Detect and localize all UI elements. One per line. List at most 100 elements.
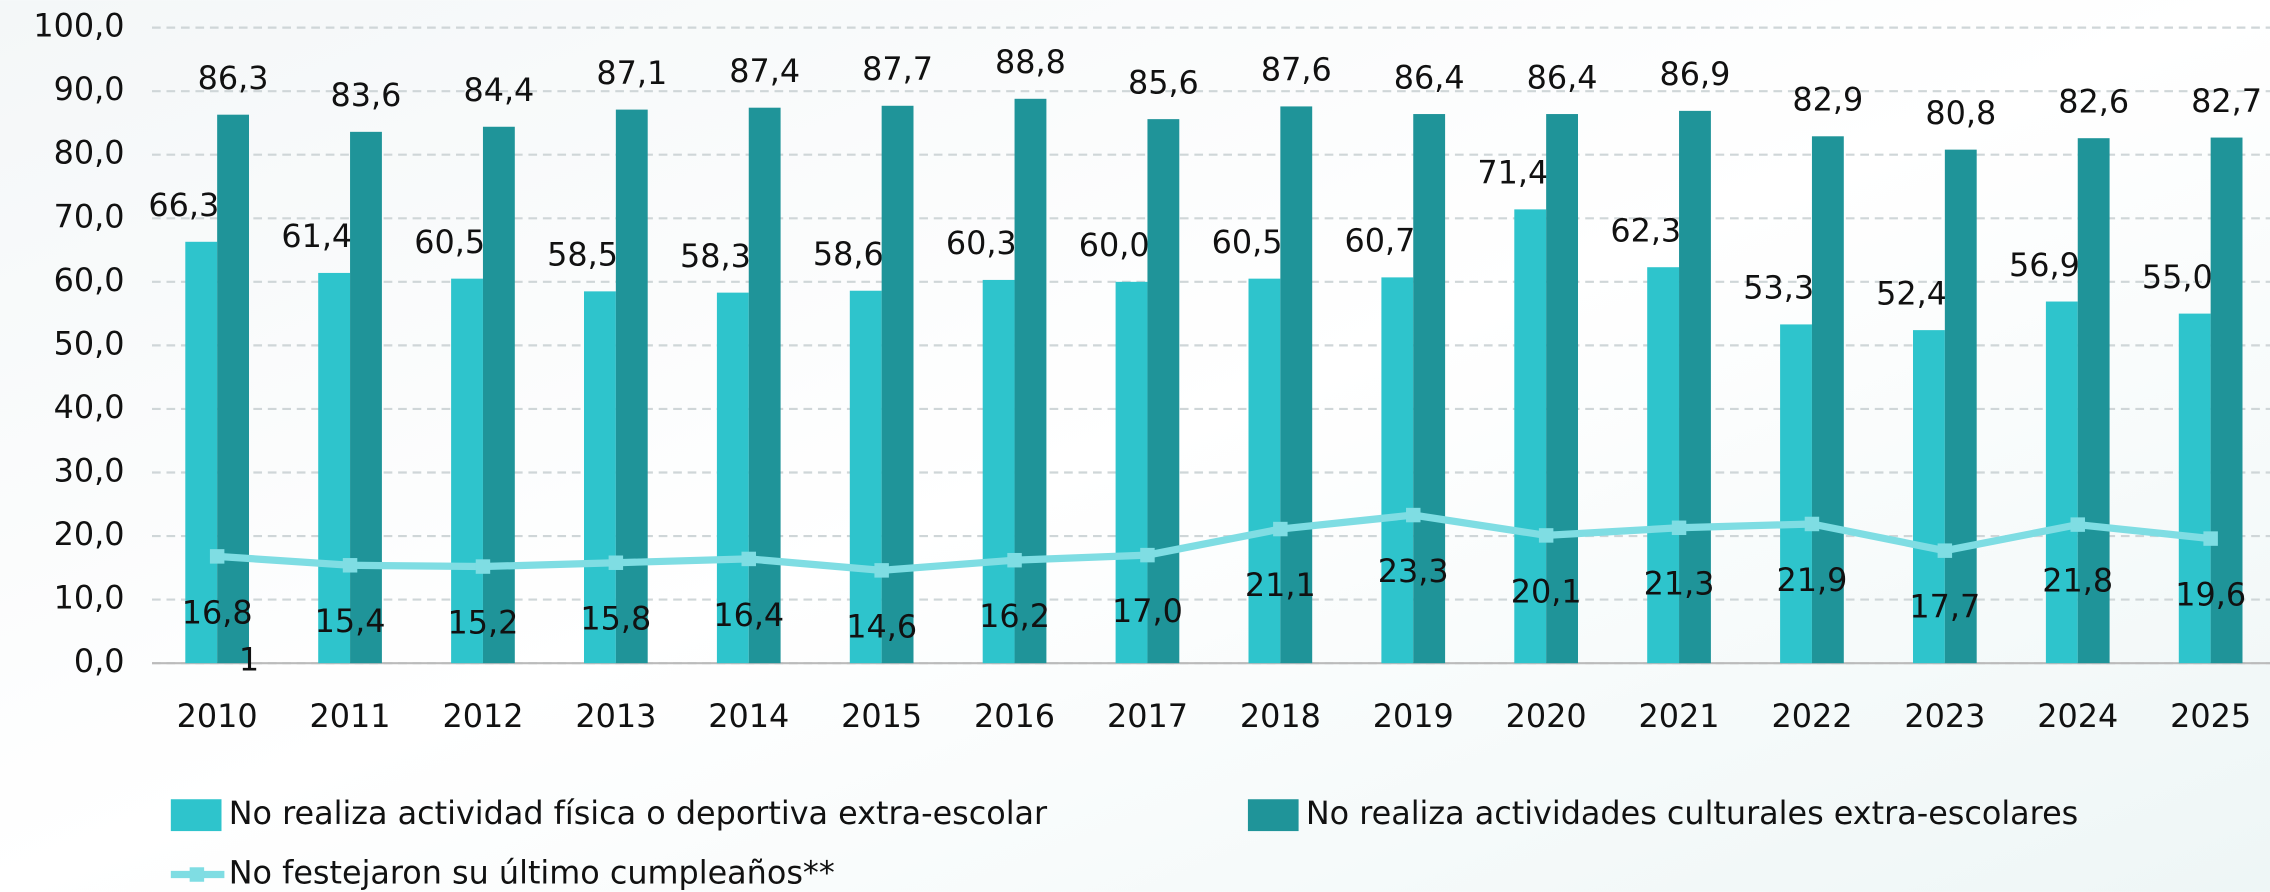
- legend-label: No realiza actividad física o deportiva …: [229, 794, 1048, 832]
- x-tick-label: 2025: [2170, 697, 2251, 735]
- bar: [2178, 313, 2211, 664]
- data-label: 86,3: [198, 59, 269, 97]
- x-tick-label: 2014: [708, 697, 789, 735]
- bar: [982, 279, 1015, 664]
- data-label: 19,6: [2175, 575, 2246, 613]
- data-label: 86,4: [1394, 58, 1465, 96]
- x-tick-label: 2015: [841, 697, 922, 735]
- data-label: 17,7: [1909, 588, 1980, 626]
- y-tick-label: 60,0: [54, 261, 125, 299]
- bar: [1014, 98, 1047, 664]
- bar: [716, 292, 749, 664]
- y-tick-label: 70,0: [54, 197, 125, 235]
- bar: [1248, 278, 1281, 664]
- legend-label: No realiza actividades culturales extra-…: [1306, 794, 2078, 832]
- y-tick-label: 90,0: [54, 70, 125, 108]
- bar: [451, 278, 483, 664]
- y-tick-label: 0,0: [74, 642, 125, 680]
- x-tick-label: 2017: [1107, 697, 1188, 735]
- bar: [748, 107, 781, 664]
- data-label: 83,6: [331, 76, 402, 114]
- data-label: 86,9: [1660, 55, 1731, 93]
- x-tick-label: 2016: [974, 697, 1055, 735]
- bar: [1647, 267, 1680, 664]
- legend-swatch: [189, 867, 205, 882]
- y-tick-label: 40,0: [54, 388, 125, 426]
- data-label: 82,7: [2191, 82, 2262, 120]
- data-label: 60,0: [1079, 226, 1150, 264]
- line-marker: [608, 555, 624, 570]
- data-label: 55,0: [2142, 258, 2213, 296]
- line-marker: [1140, 547, 1155, 563]
- line-marker: [1406, 507, 1421, 523]
- data-label: 23,3: [1378, 552, 1449, 590]
- line-marker: [1273, 521, 1288, 537]
- data-label: 16,2: [979, 597, 1050, 635]
- line-marker: [342, 558, 358, 573]
- y-tick-label: 20,0: [54, 515, 125, 553]
- bar: [1546, 114, 1578, 664]
- data-label: 62,3: [1610, 211, 1681, 249]
- data-label: 17,0: [1112, 592, 1183, 630]
- line-marker: [874, 563, 889, 578]
- data-label: 61,4: [281, 217, 352, 255]
- bar: [849, 290, 882, 664]
- data-label: 58,5: [547, 236, 618, 274]
- data-label: 58,6: [813, 235, 884, 273]
- data-label: 15,8: [580, 600, 651, 638]
- line-marker: [475, 559, 491, 574]
- line-marker: [209, 549, 225, 564]
- data-label: 60,3: [946, 224, 1017, 262]
- data-label: 82,6: [2058, 82, 2129, 120]
- data-label: 60,7: [1345, 222, 1416, 260]
- data-label: 85,6: [1128, 63, 1199, 101]
- y-tick-label: 80,0: [54, 134, 125, 172]
- data-label: 21,8: [2042, 562, 2113, 600]
- data-label: 87,7: [862, 50, 933, 88]
- bar: [1679, 110, 1711, 664]
- annotation: 1: [239, 641, 259, 679]
- bar: [1115, 281, 1148, 664]
- data-label: 87,1: [596, 54, 667, 92]
- line-marker: [1937, 543, 1953, 558]
- line-marker: [1538, 528, 1554, 543]
- y-tick-label: 10,0: [54, 579, 125, 617]
- data-label: 60,5: [414, 223, 485, 261]
- bar: [318, 272, 351, 664]
- x-tick-label: 2010: [177, 697, 258, 735]
- data-label: 21,9: [1777, 561, 1848, 599]
- x-tick-label: 2018: [1240, 697, 1321, 735]
- data-label: 56,9: [2009, 246, 2080, 284]
- data-label: 60,5: [1212, 223, 1283, 261]
- bar: [1912, 330, 1945, 664]
- data-label: 71,4: [1477, 154, 1548, 192]
- line-marker: [741, 551, 756, 567]
- data-label: 21,3: [1644, 565, 1715, 603]
- data-label: 16,8: [182, 593, 253, 631]
- legend-swatch: [1247, 799, 1299, 832]
- bar: [1780, 324, 1812, 664]
- bar: [881, 105, 914, 664]
- data-label: 88,8: [995, 43, 1066, 81]
- data-label: 86,4: [1527, 58, 1598, 96]
- data-label: 15,2: [448, 603, 519, 641]
- x-tick-label: 2013: [575, 697, 656, 735]
- bar: [615, 109, 648, 664]
- data-label: 15,4: [315, 602, 386, 640]
- bar: [217, 114, 250, 664]
- bar: [1381, 277, 1414, 664]
- line-marker: [1804, 516, 1820, 532]
- y-tick-label: 50,0: [54, 324, 125, 362]
- bar: [1944, 149, 1977, 664]
- legend-swatch: [170, 799, 222, 832]
- data-label: 58,3: [680, 237, 751, 275]
- x-tick-label: 2012: [442, 697, 523, 735]
- y-tick-label: 30,0: [54, 451, 125, 489]
- bar: [482, 126, 515, 664]
- bar: [1280, 106, 1313, 664]
- data-label: 87,6: [1261, 51, 1332, 89]
- x-tick-label: 2023: [1904, 697, 1985, 735]
- data-label: 14,6: [846, 607, 917, 645]
- line-marker: [2070, 517, 2085, 532]
